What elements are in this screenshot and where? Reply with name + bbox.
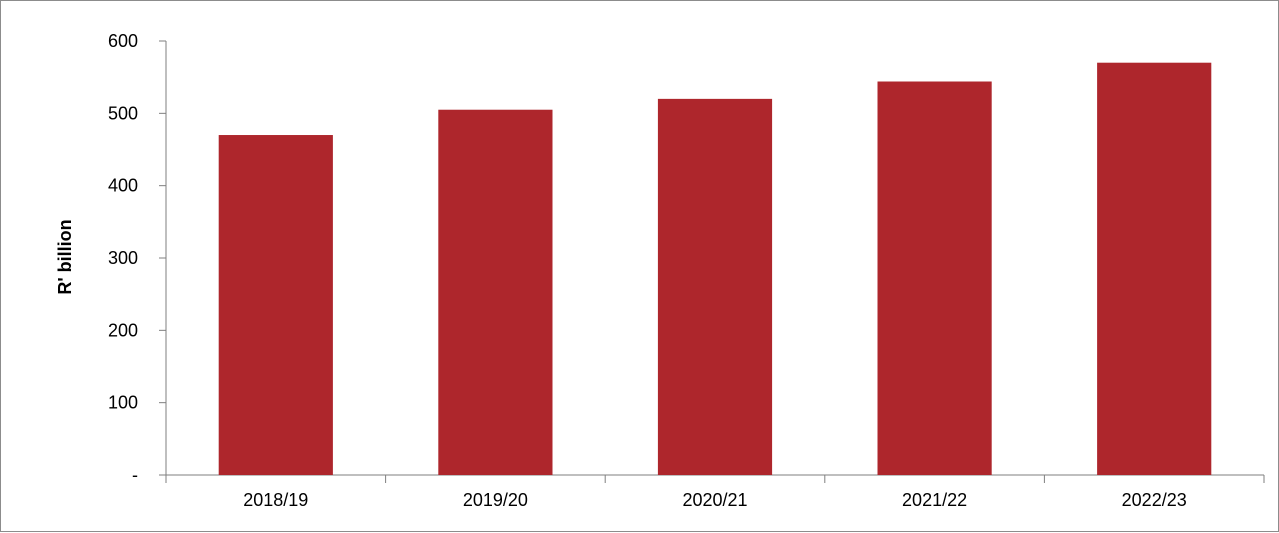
- bar: [438, 109, 553, 475]
- y-tick-label: 600: [108, 31, 138, 51]
- y-tick-label: 500: [108, 103, 138, 123]
- y-axis: - 100 200 300 400 500 600: [108, 31, 167, 485]
- x-tick-label: 2019/20: [463, 490, 528, 510]
- x-tick-label: 2022/23: [1122, 490, 1187, 510]
- y-tick-label: 300: [108, 248, 138, 268]
- bar: [657, 98, 773, 475]
- x-tick-label: 2018/19: [243, 490, 308, 510]
- bar: [1097, 62, 1212, 475]
- bar: [877, 81, 992, 476]
- x-tick-label: 2021/22: [902, 490, 967, 510]
- y-axis-title: R' billion: [55, 219, 75, 294]
- y-tick-label: -: [132, 465, 138, 485]
- y-tick-label: 100: [108, 393, 138, 413]
- y-tick-label: 400: [108, 176, 138, 196]
- bar: [218, 135, 333, 476]
- bars: [218, 62, 1212, 476]
- x-axis: 2018/19 2019/20 2020/21 2021/22 2022/23: [165, 474, 1265, 510]
- x-tick-label: 2020/21: [682, 490, 747, 510]
- y-tick-label: 200: [108, 320, 138, 340]
